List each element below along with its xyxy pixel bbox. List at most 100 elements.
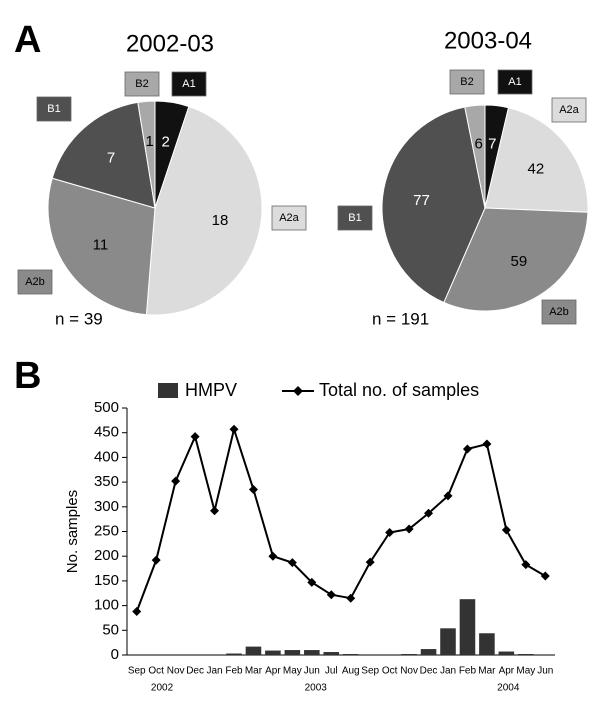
- x-tick-label: May: [516, 666, 535, 677]
- y-tick-label: 350: [94, 473, 119, 490]
- y-axis-label: No. samples: [64, 490, 81, 573]
- year-label: 2002: [151, 683, 174, 694]
- bar: [420, 649, 437, 655]
- x-tick-label: Oct: [148, 666, 164, 677]
- pie-note: n = 191: [372, 309, 429, 328]
- panel-label: A: [14, 19, 41, 61]
- y-tick-label: 0: [111, 646, 119, 663]
- x-tick-label: Mar: [245, 666, 263, 677]
- bar: [440, 628, 456, 655]
- pie-note: n = 39: [55, 309, 103, 328]
- y-tick-label: 100: [94, 597, 119, 614]
- slice-label: 77: [413, 192, 430, 209]
- legend-label: B1: [348, 212, 361, 224]
- year-label: 2004: [497, 683, 520, 694]
- legend-label: B1: [47, 103, 60, 115]
- bar: [342, 654, 359, 655]
- legend-label: A2b: [25, 276, 45, 288]
- pie-slice: [47, 177, 156, 316]
- x-tick-label: Nov: [167, 666, 185, 677]
- year-label: 2003: [305, 683, 328, 694]
- y-tick-label: 150: [94, 572, 119, 589]
- x-tick-label: Feb: [225, 666, 243, 677]
- bar: [518, 654, 534, 655]
- slice-label: 6: [475, 135, 483, 152]
- marker: [190, 432, 200, 442]
- legend-label: HMPV: [185, 380, 237, 400]
- x-tick-label: Jun: [537, 666, 553, 677]
- x-tick-label: Oct: [382, 666, 398, 677]
- slice-label: 59: [511, 253, 528, 270]
- y-tick-label: 300: [94, 498, 119, 515]
- marker: [307, 577, 317, 587]
- marker: [151, 555, 161, 565]
- legend-marker: [293, 386, 303, 396]
- y-tick-label: 200: [94, 547, 119, 564]
- pie-slice: [484, 107, 589, 213]
- x-tick-label: Apr: [265, 666, 281, 677]
- slice-label: 7: [107, 149, 115, 166]
- bar: [226, 653, 242, 655]
- x-tick-label: Nov: [400, 666, 418, 677]
- marker: [171, 476, 181, 486]
- panel-label: B: [14, 355, 41, 397]
- y-tick-label: 50: [102, 621, 119, 638]
- legend-label: A1: [182, 78, 195, 90]
- marker: [385, 527, 395, 537]
- legend-label: Total no. of samples: [319, 380, 479, 400]
- pie-slice: [145, 105, 263, 316]
- marker: [443, 491, 453, 501]
- legend-box: [36, 96, 72, 122]
- bar: [304, 650, 320, 655]
- bar: [479, 633, 495, 655]
- legend-box: [171, 71, 207, 97]
- x-tick-label: Sep: [128, 666, 146, 677]
- x-tick-label: Apr: [499, 666, 515, 677]
- marker: [229, 424, 239, 434]
- marker: [540, 571, 550, 581]
- slice-label: 11: [93, 237, 109, 254]
- x-tick-label: Dec: [420, 666, 438, 677]
- marker: [482, 439, 492, 449]
- legend-box: [17, 269, 53, 295]
- y-tick-label: 450: [94, 424, 119, 441]
- line: [135, 425, 546, 612]
- legend-box: [449, 69, 485, 95]
- bar: [245, 646, 262, 655]
- marker: [424, 508, 434, 518]
- marker: [462, 444, 472, 454]
- y-tick-label: 250: [94, 522, 119, 539]
- x-tick-label: Jul: [325, 666, 338, 677]
- legend-box: [124, 71, 160, 97]
- x-tick-label: Jan: [206, 666, 222, 677]
- pie-slice: [51, 101, 156, 209]
- bar: [498, 651, 515, 655]
- pie-title: 2003-04: [444, 27, 532, 54]
- marker: [326, 590, 336, 600]
- slice-label: 2: [161, 133, 169, 150]
- legend-box: [551, 97, 587, 123]
- legend-label: B2: [460, 76, 473, 88]
- x-tick-label: Dec: [186, 666, 204, 677]
- legend-label: B2: [135, 78, 148, 90]
- x-tick-label: Jun: [304, 666, 320, 677]
- pie-slice: [464, 104, 486, 209]
- legend-label: A2a: [559, 104, 579, 116]
- x-tick-label: Feb: [459, 666, 477, 677]
- bar: [459, 599, 476, 655]
- x-tick-label: Jan: [440, 666, 456, 677]
- legend-label: A2a: [279, 212, 299, 224]
- legend-box: [337, 205, 373, 231]
- x-tick-label: Sep: [361, 666, 379, 677]
- marker: [404, 524, 414, 534]
- x-tick-label: May: [283, 666, 302, 677]
- legend-box: [271, 205, 307, 231]
- marker: [501, 525, 511, 535]
- y-tick-label: 500: [94, 399, 119, 416]
- pie-slice: [137, 100, 156, 209]
- pie-slice: [381, 106, 486, 304]
- slice-label: 18: [212, 212, 229, 229]
- legend-box: [541, 299, 577, 325]
